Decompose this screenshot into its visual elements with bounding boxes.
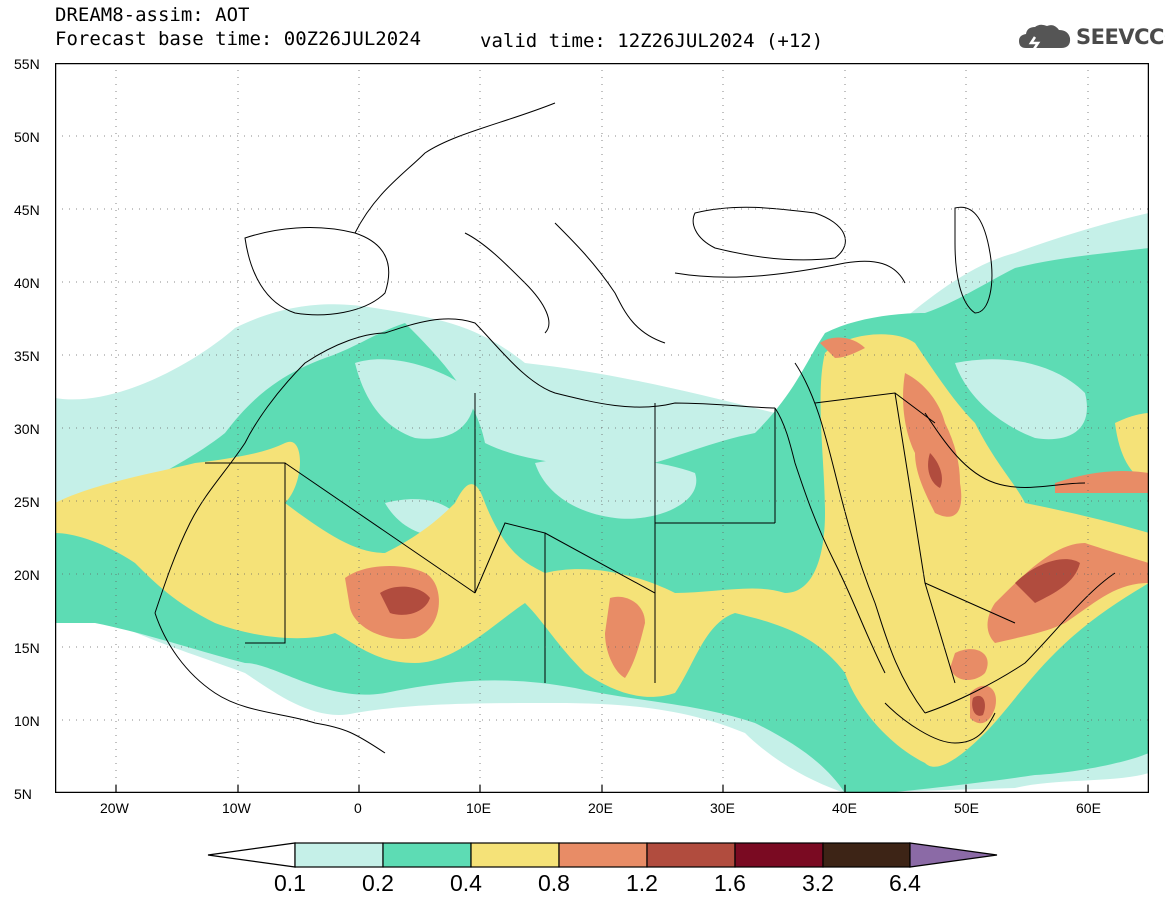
colorbar-label: 3.2	[802, 870, 834, 896]
aot-contour-1.2	[1015, 559, 1080, 603]
coastline	[384, 318, 776, 409]
aot-contour-1.2	[928, 453, 942, 488]
colorbar-label: 0.4	[450, 870, 482, 896]
coastline	[924, 412, 1086, 488]
aot-contour-0.8	[1055, 471, 1149, 493]
lat-label: 40N	[14, 275, 40, 291]
lon-label: 0	[354, 800, 362, 816]
coastline	[554, 222, 666, 344]
lon-label: 60E	[1076, 800, 1101, 816]
coastline	[464, 232, 550, 334]
country-border	[814, 392, 1016, 684]
aot-contour-0.1	[355, 359, 475, 439]
lon-label: 40E	[832, 800, 857, 816]
aot-contour-0.8	[820, 337, 865, 358]
lat-label: 25N	[14, 494, 40, 510]
coastline	[692, 206, 846, 261]
lon-label: 30E	[710, 800, 735, 816]
aot-contour-0.1	[955, 359, 1087, 440]
lon-label: 50E	[954, 800, 979, 816]
coastline	[954, 206, 993, 314]
lat-label: 45N	[14, 202, 40, 218]
lon-label: 20E	[588, 800, 613, 816]
colorbar-segment	[558, 842, 648, 868]
aot-contour-0.4	[1115, 413, 1149, 483]
aot-contour-1.2	[380, 586, 430, 615]
lat-label: 50N	[14, 129, 40, 145]
colorbar-segment	[734, 842, 824, 868]
aot-contour-0.8	[903, 373, 962, 517]
coastline	[154, 612, 386, 754]
colorbar	[207, 842, 998, 868]
lat-label: 20N	[14, 567, 40, 583]
logo-text: SEEVCCC	[1076, 25, 1165, 49]
lon-label: 10E	[466, 800, 491, 816]
coastline	[924, 572, 1116, 714]
coastline	[244, 227, 390, 316]
aot-contour-0.8	[950, 649, 988, 680]
coastline	[884, 702, 996, 744]
aot-contour-0.1	[535, 457, 697, 519]
colorbar-segment	[294, 842, 384, 868]
lat-label: 55N	[14, 56, 40, 72]
lon-label: 10W	[222, 800, 251, 816]
lon-label: 20W	[100, 800, 129, 816]
colorbar-low-arrow	[207, 842, 296, 868]
aot-map	[55, 63, 1149, 793]
coastline	[774, 407, 886, 674]
coastline	[674, 260, 906, 284]
lat-label: 5N	[14, 786, 32, 802]
lat-label: 30N	[14, 421, 40, 437]
valid-time: valid time: 12Z26JUL2024 (+12)	[480, 30, 824, 52]
forecast-base-time: Forecast base time: 00Z26JUL2024	[55, 28, 422, 50]
lat-label: 15N	[14, 640, 40, 656]
aot-contour-0.4	[55, 334, 1149, 767]
colorbar-label: 1.2	[626, 870, 658, 896]
aot-contour-0.8	[987, 543, 1149, 643]
coastline	[354, 102, 556, 234]
aot-contour-1.2	[972, 695, 985, 716]
colorbar-segment	[822, 842, 911, 868]
lat-label: 10N	[14, 713, 40, 729]
map-title: DREAM8-assim: AOT	[55, 4, 250, 26]
colorbar-segment	[646, 842, 736, 868]
aot-contour-0.8	[605, 596, 645, 678]
colorbar-segment	[382, 842, 472, 868]
colorbar-segment	[470, 842, 560, 868]
colorbar-label: 0.2	[362, 870, 394, 896]
colorbar-label: 1.6	[714, 870, 746, 896]
lat-label: 35N	[14, 348, 40, 364]
cloud-icon	[1019, 24, 1071, 50]
coastline	[154, 332, 386, 614]
country-border	[205, 393, 776, 683]
coastline	[794, 362, 926, 714]
colorbar-high-arrow	[909, 842, 998, 868]
seevccc-logo: SEEVCCC	[1018, 22, 1165, 52]
colorbar-label: 6.4	[889, 870, 921, 896]
colorbar-label: 0.1	[274, 870, 306, 896]
colorbar-label: 0.8	[538, 870, 570, 896]
